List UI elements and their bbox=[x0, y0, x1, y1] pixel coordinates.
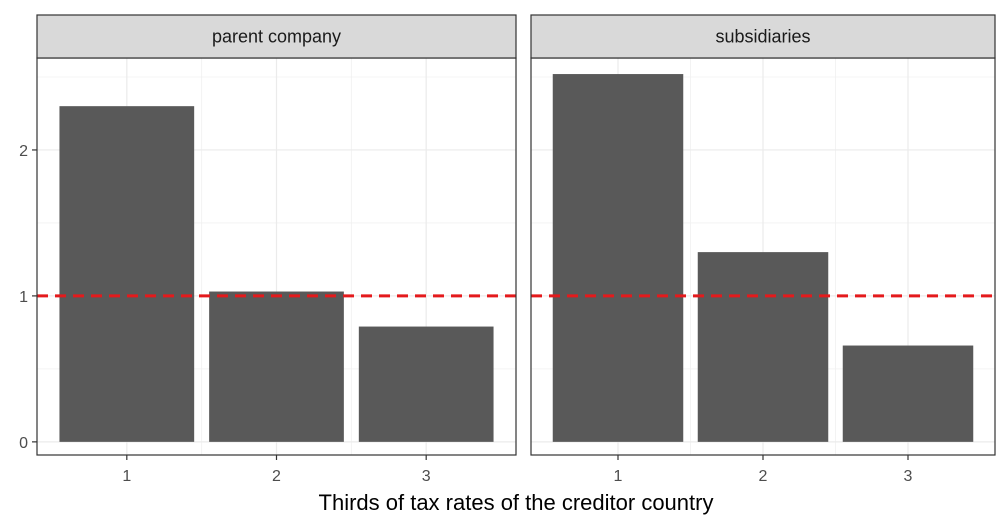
facet-strip-label: parent company bbox=[212, 27, 341, 47]
x-tick-label: 2 bbox=[272, 468, 281, 485]
x-tick-label: 2 bbox=[759, 468, 768, 485]
x-tick-label: 1 bbox=[614, 468, 623, 485]
bar-subsidiaries-3 bbox=[842, 345, 974, 442]
y-tick-label: 2 bbox=[19, 143, 28, 160]
x-tick-label: 1 bbox=[122, 468, 131, 485]
facet-strip-label: subsidiaries bbox=[715, 27, 810, 47]
x-axis-title: Thirds of tax rates of the creditor coun… bbox=[319, 490, 714, 515]
y-tick-label: 0 bbox=[19, 435, 28, 452]
facet-strip bbox=[530, 14, 996, 59]
bar-subsidiaries-1 bbox=[552, 74, 684, 442]
bar-parent-company-2 bbox=[209, 291, 344, 442]
y-tick-label: 1 bbox=[19, 289, 28, 306]
x-tick-label: 3 bbox=[422, 468, 431, 485]
bar-parent-company-3 bbox=[358, 326, 494, 442]
x-tick-label: 3 bbox=[904, 468, 913, 485]
bar-parent-company-1 bbox=[59, 106, 195, 442]
facet-strip bbox=[36, 14, 517, 59]
bar-subsidiaries-2 bbox=[697, 252, 829, 442]
